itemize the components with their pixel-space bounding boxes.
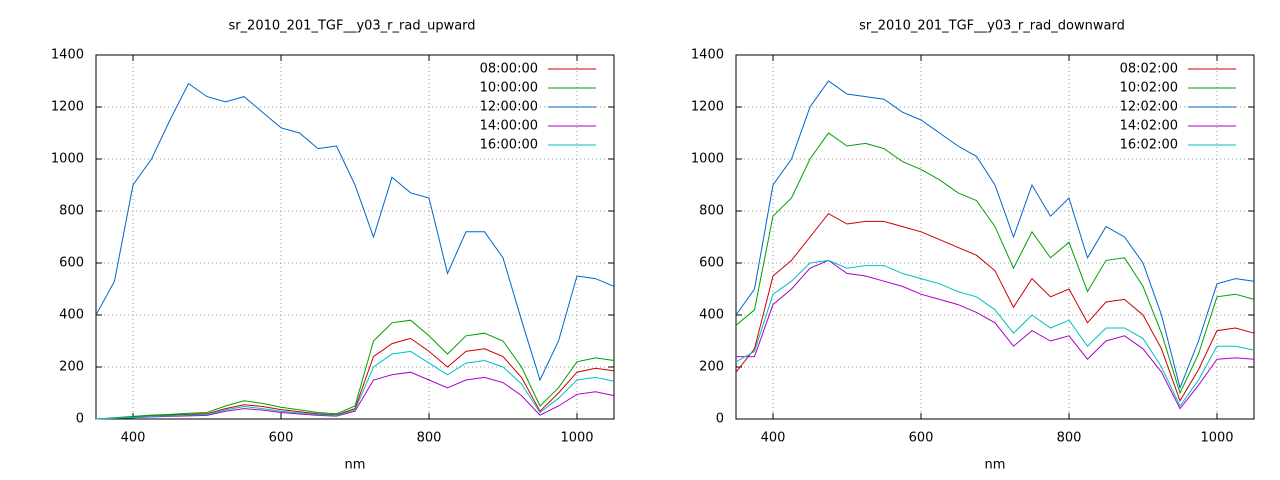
data-line xyxy=(735,80,1255,390)
data-line xyxy=(95,350,615,420)
y-tick-label: 400 xyxy=(699,308,724,323)
x-axis-label: nm xyxy=(985,458,1006,473)
y-tick-label: 1000 xyxy=(51,152,84,167)
x-tick-label: 400 xyxy=(761,431,786,446)
y-tick-label: 1400 xyxy=(51,48,84,63)
legend-label: 08:02:00 xyxy=(1120,62,1178,77)
legend-label: 16:02:00 xyxy=(1120,138,1178,153)
y-tick-label: 400 xyxy=(59,308,84,323)
chart-title: sr_2010_201_TGF__y03_r_rad_upward xyxy=(228,19,475,34)
y-tick-label: 200 xyxy=(699,360,724,375)
plot-frame xyxy=(735,54,1255,420)
y-tick-label: 800 xyxy=(699,204,724,219)
y-tick-label: 200 xyxy=(59,360,84,375)
plot-frame xyxy=(95,54,615,420)
y-tick-label: 0 xyxy=(716,412,724,427)
y-tick-label: 600 xyxy=(59,256,84,271)
legend-label: 14:00:00 xyxy=(480,119,538,134)
data-line xyxy=(735,132,1255,395)
x-tick-label: 600 xyxy=(909,431,934,446)
legend-label: 12:02:00 xyxy=(1120,100,1178,115)
x-tick-label: 600 xyxy=(269,431,294,446)
legend-label: 16:00:00 xyxy=(480,138,538,153)
y-tick-label: 1200 xyxy=(51,100,84,115)
x-tick-label: 800 xyxy=(1057,431,1082,446)
data-line xyxy=(736,259,1255,410)
x-tick-label: 400 xyxy=(121,431,146,446)
data-line xyxy=(95,82,615,382)
data-line xyxy=(95,371,615,420)
y-tick-label: 600 xyxy=(699,256,724,271)
x-tick-label: 1000 xyxy=(560,431,593,446)
legend-label: 12:00:00 xyxy=(480,100,538,115)
legend-label: 14:02:00 xyxy=(1120,119,1178,134)
data-line xyxy=(735,259,1255,407)
data-line xyxy=(735,212,1255,402)
y-tick-label: 1200 xyxy=(691,100,724,115)
y-tick-label: 800 xyxy=(59,204,84,219)
legend-label: 10:00:00 xyxy=(480,81,538,96)
legend-label: 10:02:00 xyxy=(1120,81,1178,96)
data-line xyxy=(95,319,615,420)
legend-label: 08:00:00 xyxy=(480,62,538,77)
chart-title: sr_2010_201_TGF__y03_r_rad_downward xyxy=(859,19,1125,34)
x-tick-label: 1000 xyxy=(1200,431,1233,446)
y-tick-label: 0 xyxy=(76,412,84,427)
data-line xyxy=(95,337,615,420)
x-tick-label: 800 xyxy=(417,431,442,446)
x-axis-label: nm xyxy=(345,458,366,473)
y-tick-label: 1000 xyxy=(691,152,724,167)
y-tick-label: 1400 xyxy=(691,48,724,63)
